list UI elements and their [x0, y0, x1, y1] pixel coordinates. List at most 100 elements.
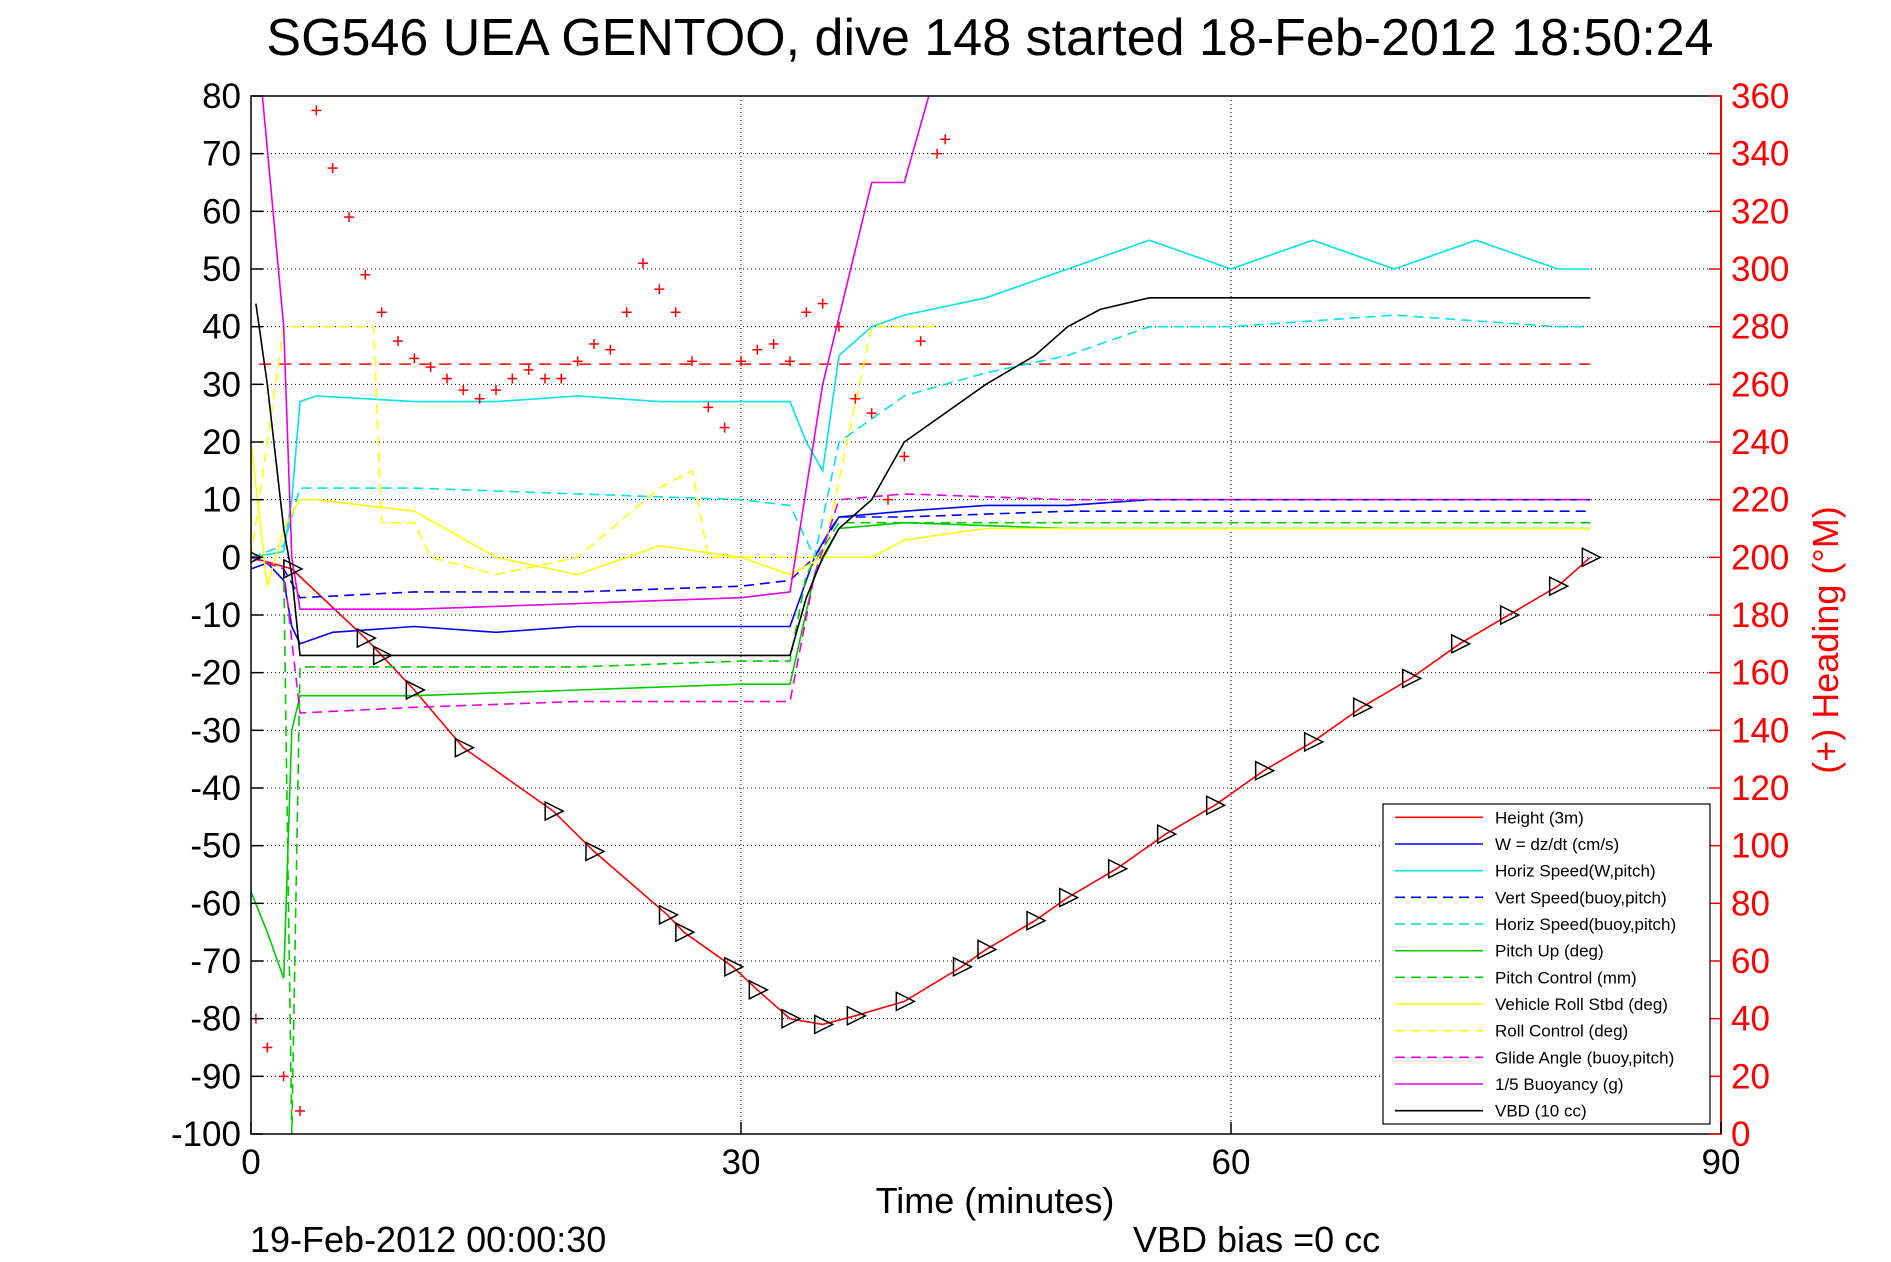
- legend-label: 1/5 Buoyancy (g): [1495, 1075, 1624, 1094]
- heading-point: [507, 373, 518, 384]
- height-marker: [658, 904, 680, 926]
- heading-point: [638, 258, 648, 269]
- series-line: [251, 556, 1591, 1026]
- height-marker: [454, 737, 476, 758]
- heading-point: [940, 134, 951, 145]
- heading-point: [589, 338, 599, 349]
- right-tick-label: 220: [1731, 481, 1789, 520]
- legend-label: Vehicle Roll Stbd (deg): [1495, 995, 1668, 1014]
- heading-point: [752, 344, 763, 355]
- left-tick-label: -100: [171, 1115, 241, 1154]
- height-marker: [781, 1008, 802, 1029]
- plot-area: 80706050403020100-10-20-30-40-50-60-70-8…: [171, 77, 1789, 1182]
- height-marker: [724, 956, 745, 977]
- left-tick-label: 20: [202, 423, 241, 462]
- right-tick-label: 300: [1731, 250, 1789, 289]
- legend-label: Roll Control (deg): [1495, 1022, 1628, 1041]
- left-tick-label: -10: [190, 596, 241, 635]
- height-marker: [1303, 731, 1325, 753]
- left-tick-label: -80: [190, 1000, 241, 1039]
- height-marker: [1450, 633, 1472, 655]
- right-tick-label: 280: [1731, 308, 1789, 347]
- legend-label: Horiz Speed(buoy,pitch): [1495, 915, 1676, 934]
- height-marker: [1107, 858, 1129, 879]
- right-tick-label: 180: [1731, 596, 1789, 635]
- heading-point: [327, 163, 338, 174]
- legend-label: Pitch Control (mm): [1495, 968, 1637, 987]
- right-tick-label: 100: [1731, 827, 1789, 866]
- height-marker: [1058, 887, 1080, 908]
- series-line: [261, 96, 930, 611]
- series-line: [251, 521, 1591, 1134]
- right-tick-label: 20: [1731, 1057, 1770, 1096]
- height-marker: [895, 991, 917, 1012]
- footer-timestamp: 19-Feb-2012 00:00:30: [250, 1219, 606, 1260]
- chart-title: SG546 UEA GENTOO, dive 148 started 18-Fe…: [266, 9, 1713, 67]
- heading-point: [442, 373, 452, 384]
- heading-point: [572, 356, 583, 367]
- right-tick-label: 60: [1731, 942, 1770, 981]
- right-tick-label: 200: [1731, 538, 1789, 577]
- series-line: [251, 314, 1591, 560]
- left-tick-label: -70: [190, 942, 241, 981]
- height-marker: [585, 841, 606, 862]
- heading-point: [360, 269, 371, 280]
- height-marker: [372, 645, 394, 666]
- legend-label: VBD (10 cc): [1495, 1102, 1587, 1121]
- heading-point: [278, 1071, 289, 1082]
- heading-point: [425, 362, 436, 373]
- heading-point: [850, 393, 861, 404]
- heading-point: [719, 422, 730, 433]
- height-marker: [675, 921, 696, 943]
- heading-point: [703, 402, 714, 413]
- x-tick-label: 30: [722, 1143, 761, 1182]
- heading-point: [376, 307, 387, 318]
- heading-point: [736, 356, 746, 367]
- heading-point: [393, 336, 403, 347]
- heading-point: [409, 353, 420, 364]
- right-y-axis-label: (+) Heading (°M): [1805, 506, 1846, 773]
- height-marker: [1499, 604, 1521, 626]
- height-marker: [1026, 910, 1047, 931]
- left-tick-label: 30: [202, 365, 241, 404]
- heading-point: [834, 321, 844, 332]
- x-tick-label: 0: [241, 1143, 260, 1182]
- height-marker: [846, 1005, 868, 1026]
- heading-point: [295, 1105, 305, 1116]
- heading-point: [785, 356, 795, 367]
- heading-point: [801, 307, 812, 318]
- legend-label: W = dz/dt (cm/s): [1495, 835, 1619, 854]
- series-line: [251, 325, 937, 576]
- left-tick-label: -50: [190, 827, 241, 866]
- heading-point: [523, 364, 534, 375]
- heading-point: [899, 451, 910, 462]
- series-line: [251, 493, 1591, 714]
- right-tick-label: 0: [1731, 1115, 1750, 1154]
- heading-point: [344, 212, 354, 223]
- legend-label: Pitch Up (deg): [1495, 942, 1604, 961]
- left-tick-label: -90: [190, 1057, 241, 1096]
- height-marker: [977, 939, 998, 960]
- series-line: [251, 239, 1591, 559]
- height-marker: [748, 979, 770, 1001]
- left-tick-label: -30: [190, 711, 241, 750]
- height-marker: [1548, 575, 1570, 597]
- right-tick-label: 160: [1731, 654, 1789, 693]
- heading-point: [670, 307, 681, 318]
- heading-point: [866, 408, 877, 419]
- right-tick-label: 320: [1731, 192, 1789, 231]
- left-tick-label: -60: [190, 884, 241, 923]
- left-tick-label: -40: [190, 769, 241, 808]
- left-tick-label: 60: [202, 192, 241, 231]
- left-tick-label: -20: [190, 654, 241, 693]
- right-tick-label: 360: [1731, 77, 1789, 116]
- heading-point: [768, 338, 779, 349]
- height-marker: [405, 679, 427, 701]
- right-tick-label: 340: [1731, 135, 1789, 174]
- right-tick-label: 240: [1731, 423, 1789, 462]
- right-tick-label: 40: [1731, 1000, 1770, 1039]
- height-marker: [813, 1014, 835, 1035]
- heading-point: [311, 105, 322, 116]
